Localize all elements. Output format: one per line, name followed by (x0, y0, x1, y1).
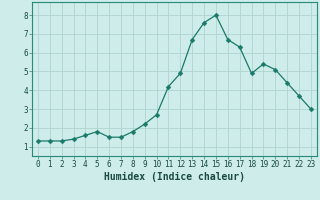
X-axis label: Humidex (Indice chaleur): Humidex (Indice chaleur) (104, 172, 245, 182)
